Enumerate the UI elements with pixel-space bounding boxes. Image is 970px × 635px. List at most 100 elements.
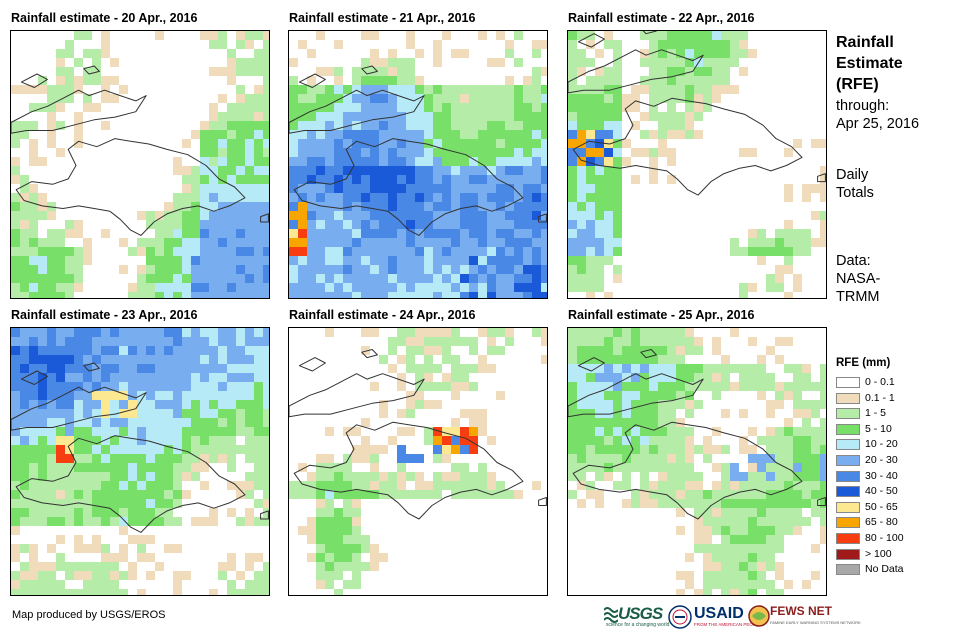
rainfall-cell <box>442 148 451 157</box>
rainfall-cell <box>586 256 595 265</box>
rainfall-cell <box>352 454 361 463</box>
rainfall-cell <box>406 211 415 220</box>
rainfall-cell <box>514 175 523 184</box>
rainfall-cell <box>577 499 586 508</box>
rainfall-cell <box>74 409 83 418</box>
rainfall-cell <box>263 85 269 94</box>
rainfall-cell <box>406 247 415 256</box>
rainfall-cell <box>667 112 676 121</box>
rainfall-cell <box>460 337 469 346</box>
rainfall-cell <box>406 58 415 67</box>
rainfall-cell <box>712 445 721 454</box>
rainfall-cell <box>433 283 442 292</box>
cuba-coastline <box>11 386 147 431</box>
rainfall-cell <box>289 265 298 274</box>
rainfall-cell <box>254 571 263 580</box>
rainfall-cell <box>721 85 730 94</box>
rainfall-cell <box>334 481 343 490</box>
rainfall-cell <box>200 220 209 229</box>
rainfall-cell <box>784 454 793 463</box>
rainfall-cell <box>254 238 263 247</box>
rainfall-cell <box>316 220 325 229</box>
rainfall-cell <box>586 409 595 418</box>
rainfall-cell <box>532 112 541 121</box>
rainfall-cell <box>173 463 182 472</box>
rainfall-cell <box>757 553 766 562</box>
rainfall-cell <box>532 130 541 139</box>
rainfall-cell <box>586 148 595 157</box>
rainfall-cell <box>137 373 146 382</box>
rainfall-cell <box>649 337 658 346</box>
rainfall-cell <box>316 85 325 94</box>
rainfall-cell <box>586 157 595 166</box>
rainfall-cell <box>92 517 101 526</box>
rainfall-cell <box>307 148 316 157</box>
rainfall-cell <box>146 535 155 544</box>
rainfall-cell <box>370 31 379 40</box>
rainfall-cell <box>254 364 263 373</box>
rainfall-cell <box>182 382 191 391</box>
rainfall-cell <box>227 400 236 409</box>
rainfall-cell <box>119 382 128 391</box>
hispaniola-coastline <box>572 97 803 196</box>
rainfall-cell <box>532 238 541 247</box>
rainfall-cell <box>218 283 227 292</box>
rainfall-cell <box>415 391 424 400</box>
rainfall-cell <box>352 526 361 535</box>
rainfall-cell <box>182 220 191 229</box>
rainfall-cell <box>469 472 478 481</box>
rainfall-cell <box>460 238 469 247</box>
rainfall-cell <box>784 481 793 490</box>
rainfall-cell <box>74 481 83 490</box>
rainfall-cell <box>173 373 182 382</box>
rainfall-cell <box>155 472 164 481</box>
rainfall-cell <box>442 355 451 364</box>
rainfall-cell <box>101 553 110 562</box>
rainfall-cell <box>83 67 92 76</box>
rainfall-cell <box>406 40 415 49</box>
rainfall-cell <box>38 445 47 454</box>
rainfall-cell <box>622 139 631 148</box>
rainfall-cell <box>721 571 730 580</box>
rainfall-cell <box>478 490 487 499</box>
rainfall-cell <box>245 508 254 517</box>
rainfall-cell <box>748 427 757 436</box>
rainfall-cell <box>173 481 182 490</box>
rainfall-cell <box>622 346 631 355</box>
rainfall-cell <box>263 373 269 382</box>
rainfall-cell <box>101 472 110 481</box>
rainfall-cell <box>146 472 155 481</box>
rainfall-cell <box>613 148 622 157</box>
rainfall-cell <box>164 463 173 472</box>
rainfall-cell <box>110 328 119 337</box>
rainfall-cell <box>460 220 469 229</box>
rainfall-cell <box>209 418 218 427</box>
rainfall-cell <box>532 121 541 130</box>
rainfall-cell <box>254 175 263 184</box>
rainfall-cell <box>415 472 424 481</box>
rainfall-cell <box>92 427 101 436</box>
rainfall-cell <box>667 490 676 499</box>
rainfall-cell <box>173 328 182 337</box>
rainfall-cell <box>694 481 703 490</box>
rainfall-cell <box>352 571 361 580</box>
rainfall-cell <box>658 130 667 139</box>
rainfall-cell <box>469 418 478 427</box>
rainfall-cell <box>577 445 586 454</box>
rainfall-cell <box>649 94 658 103</box>
rainfall-cell <box>325 553 334 562</box>
rainfall-cell <box>739 490 748 499</box>
rainfall-cell <box>451 418 460 427</box>
rainfall-cell <box>649 148 658 157</box>
rainfall-cell <box>595 454 604 463</box>
rainfall-cell <box>415 292 424 298</box>
rainfall-cell <box>532 256 541 265</box>
rainfall-cell <box>613 238 622 247</box>
rainfall-cell <box>164 508 173 517</box>
rainfall-cell <box>514 121 523 130</box>
rainfall-cell <box>568 373 577 382</box>
rainfall-cell <box>658 121 667 130</box>
rainfall-cell <box>101 382 110 391</box>
rainfall-cell <box>254 472 263 481</box>
rainfall-cell <box>110 346 119 355</box>
